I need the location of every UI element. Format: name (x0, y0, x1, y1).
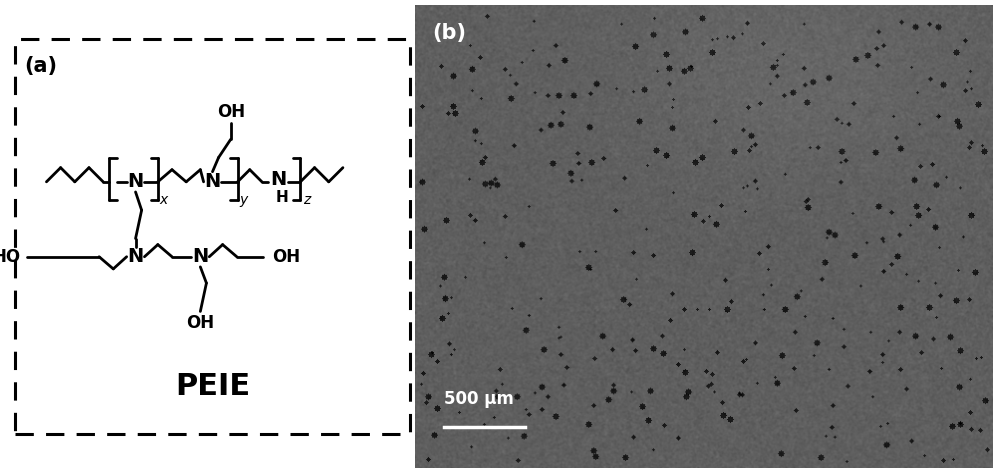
Text: x: x (160, 193, 168, 207)
Text: N: N (270, 170, 286, 189)
Text: N: N (127, 172, 144, 191)
Text: OH: OH (186, 314, 214, 332)
Text: OH: OH (217, 103, 245, 121)
Text: H: H (276, 190, 289, 205)
Text: z: z (303, 193, 310, 207)
Text: HO: HO (0, 248, 20, 266)
Text: N: N (127, 247, 144, 266)
Text: PEIE: PEIE (175, 372, 250, 401)
Text: 500 μm: 500 μm (444, 390, 514, 408)
Text: N: N (192, 247, 208, 266)
Text: (a): (a) (24, 56, 57, 77)
Text: y: y (240, 193, 248, 207)
Text: OH: OH (272, 248, 300, 266)
Text: (b): (b) (432, 23, 466, 43)
Text: N: N (204, 172, 221, 191)
